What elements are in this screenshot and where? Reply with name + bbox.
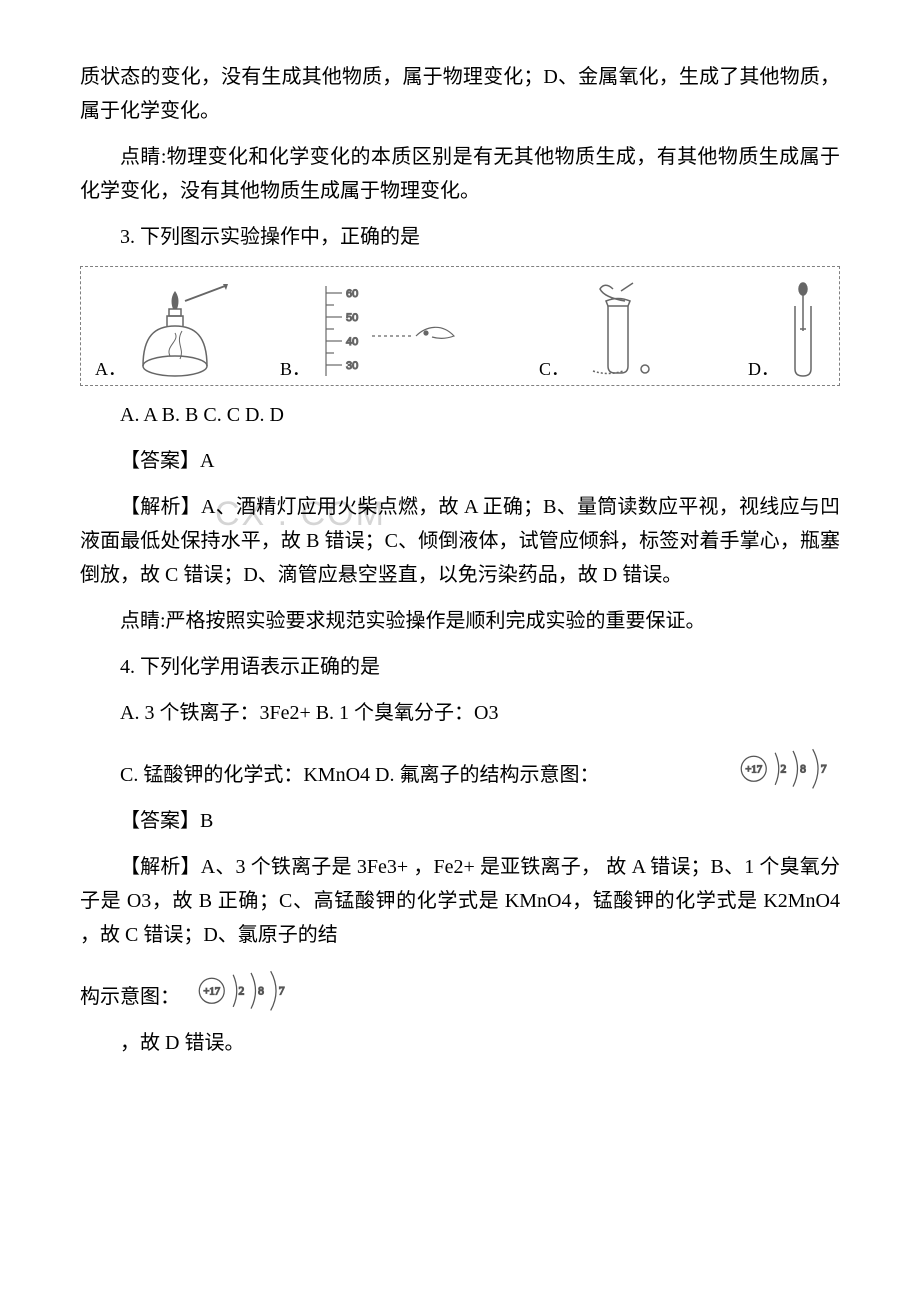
q3-explanation: 【解析】A、酒精灯应用火柴点燃，故 A 正确；B、量筒读数应平视，视线应与凹液面… [80,490,840,592]
svg-text:8: 8 [800,762,806,775]
q4-expl2-prefix: 构示意图： [80,980,180,1014]
q3-stem: 3. 下列图示实验操作中，正确的是 [80,220,840,254]
q4-options-ab: A. 3 个铁离子：3Fe2+ B. 1 个臭氧分子：O3 [80,696,840,730]
q4-answer: 【答案】B [80,804,840,838]
svg-text:7: 7 [821,762,827,775]
q4-options-cd: C. 锰酸钾的化学式：KMnO4 D. 氟离子的结构示意图： +17 2 8 7 [80,742,840,792]
atomic-structure-icon: +17 2 8 7 [730,742,840,792]
figure-label-c: C． [539,355,569,381]
q3-answer: 【答案】A [80,444,840,478]
q3-explanation-text: 【解析】A、酒精灯应用火柴点燃，故 A 正确；B、量筒读数应平视，视线应与凹液面… [80,496,840,586]
svg-text:+17: +17 [203,985,220,997]
q4-explanation-2: 构示意图： +17 2 8 7 [80,964,840,1014]
paragraph-continuation: 质状态的变化，没有生成其他物质，属于物理变化；D、金属氧化，生成了其他物质，属于… [80,60,840,128]
svg-text:+17: +17 [745,763,762,775]
q3-tip: 点睛:严格按照实验要求规范实验操作是顺利完成实验的重要保证。 [80,604,840,638]
q3-options: A. A B. B C. C D. D [80,398,840,432]
svg-text:30: 30 [346,360,358,372]
graduated-cylinder-icon: 60 50 40 30 [314,281,464,381]
pouring-liquid-icon [573,281,673,381]
figure-a: A． [95,281,240,381]
figure-label-a: A． [95,355,126,381]
svg-text:7: 7 [279,984,285,997]
atomic-structure-icon-2: +17 2 8 7 [188,964,298,1014]
figure-label-d: D． [748,355,779,381]
figure-c: C． [539,281,673,381]
q4-explanation-3: ，故 D 错误。 [80,1026,840,1060]
svg-text:60: 60 [346,288,358,300]
q4-explanation-1: 【解析】A、3 个铁离子是 3Fe3+ ，Fe2+ 是亚铁离子， 故 A 错误；… [80,850,840,952]
svg-text:2: 2 [239,984,245,997]
dropper-tube-icon [783,281,823,381]
q4-cd-text: C. 锰酸钾的化学式：KMnO4 D. 氟离子的结构示意图： [80,758,599,792]
figure-label-b: B． [280,355,310,381]
alcohol-lamp-icon [130,281,240,381]
figure-d: D． [748,281,823,381]
q3-figure-row: A． B． 60 50 40 [80,266,840,386]
figure-b: B． 60 50 40 30 [280,281,464,381]
svg-text:50: 50 [346,312,358,324]
paragraph-tip: 点睛:物理变化和化学变化的本质区别是有无其他物质生成，有其他物质生成属于化学变化… [80,140,840,208]
svg-text:2: 2 [781,762,787,775]
q4-stem: 4. 下列化学用语表示正确的是 [80,650,840,684]
svg-text:8: 8 [258,984,264,997]
svg-text:40: 40 [346,336,358,348]
